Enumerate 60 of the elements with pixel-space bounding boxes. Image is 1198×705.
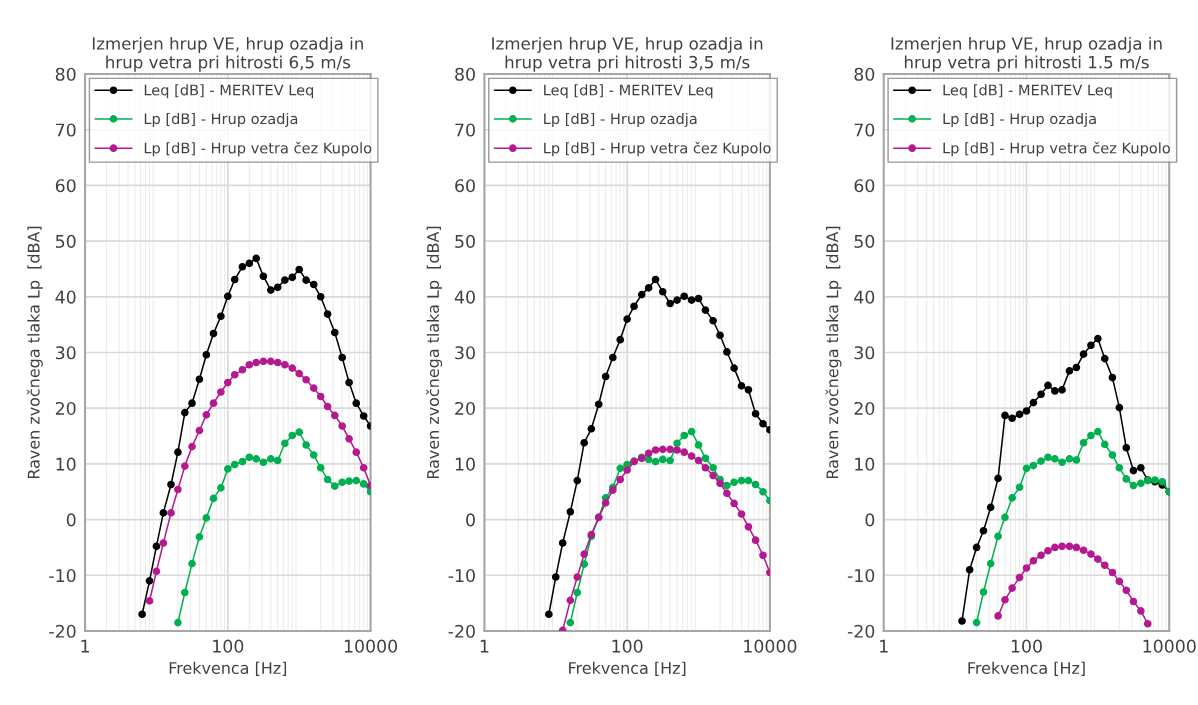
y-tick-label: 60 — [55, 179, 76, 193]
x-tick-label: 1 — [480, 639, 489, 653]
legend-label: Leq [dB] - MERITEV Leq — [544, 84, 713, 99]
chart-title: Izmerjen hrup VE, hrup ozadja in hrup vetra pri hitrosti 3,5 m/s — [492, 36, 763, 72]
legend-label: Lp [dB] - Hrup vetra čez Kupolo — [544, 141, 771, 157]
y-tick-label: 50 — [854, 234, 875, 248]
y-tick-label: 50 — [55, 234, 76, 248]
y-tick-label: 70 — [56, 123, 76, 137]
y-tick-label: -20 — [448, 624, 475, 638]
x-axis-title: Frekvenca [Hz] — [968, 661, 1085, 676]
y-tick-label: 80 — [55, 67, 76, 81]
y-tick-label: 80 — [854, 67, 875, 81]
y-tick-label: 10 — [855, 457, 875, 471]
legend-label: Leq [dB] - MERITEV Leq — [943, 84, 1112, 99]
y-tick-label: 50 — [455, 234, 475, 248]
y-tick-label: 0 — [865, 513, 875, 527]
y-tick-label: 40 — [854, 290, 875, 304]
legend-label: Lp [dB] - Hrup vetra čez Kupolo — [144, 141, 372, 157]
y-tick-label: -10 — [847, 568, 875, 583]
y-tick-label: 30 — [55, 346, 76, 360]
y-tick-label: 0 — [466, 513, 475, 527]
y-tick-label: -10 — [49, 568, 76, 583]
y-tick-label: 40 — [454, 290, 475, 304]
x-tick-label: 1 — [880, 639, 888, 653]
y-tick-label: 40 — [55, 290, 76, 304]
y-tick-label: 70 — [455, 123, 475, 137]
x-tick-label: 100 — [213, 639, 244, 653]
y-tick-label: 30 — [854, 346, 875, 360]
y-tick-label: 20 — [854, 401, 875, 416]
y-tick-label: -20 — [847, 624, 875, 638]
y-axis-title: Raven zvočnega tlaka Lp [dBA] — [426, 226, 443, 479]
y-tick-label: 30 — [455, 346, 475, 360]
x-axis-title: Frekvenca [Hz] — [169, 661, 287, 676]
y-tick-label: 70 — [854, 123, 875, 137]
y-tick-label: 10 — [455, 457, 475, 471]
legend-label: Lp [dB] - Hrup vetra čez Kupolo — [943, 141, 1170, 157]
chart-title: Izmerjen hrup VE, hrup ozadja in hrup vetra pri hitrosti 1.5 m/s — [891, 36, 1162, 72]
legend-label: Leq [dB] - MERITEV Leq — [144, 84, 314, 99]
x-tick-label: 10000 — [1143, 639, 1196, 653]
legend-label: Lp [dB] - Hrup ozadja — [943, 112, 1096, 128]
chart-title: Izmerjen hrup VE, hrup ozadja in hrup vetra pri hitrosti 6,5 m/s — [92, 36, 363, 72]
y-tick-label: 60 — [854, 179, 875, 193]
x-axis-title: Frekvenca [Hz] — [569, 661, 686, 676]
y-tick-label: 0 — [66, 513, 76, 527]
x-tick-label: 1 — [81, 639, 89, 653]
legend-label: Lp [dB] - Hrup ozadja — [144, 112, 298, 128]
y-tick-label: 80 — [455, 67, 475, 81]
y-tick-label: 10 — [56, 457, 76, 471]
x-tick-label: 100 — [612, 639, 643, 653]
y-tick-label: -10 — [448, 568, 475, 583]
y-tick-label: 20 — [55, 401, 76, 416]
x-tick-label: 10000 — [344, 639, 398, 653]
x-tick-label: 10000 — [744, 639, 797, 653]
x-tick-label: 100 — [1011, 639, 1042, 653]
y-tick-label: -20 — [49, 624, 76, 638]
y-tick-label: 20 — [455, 401, 475, 416]
y-axis-title: Raven zvočnega tlaka Lp [dBA] — [825, 226, 842, 479]
y-axis-title: Raven zvočnega tlaka Lp [dBA] — [26, 226, 43, 479]
y-tick-label: 60 — [455, 179, 475, 193]
legend-label: Lp [dB] - Hrup ozadja — [544, 112, 697, 128]
